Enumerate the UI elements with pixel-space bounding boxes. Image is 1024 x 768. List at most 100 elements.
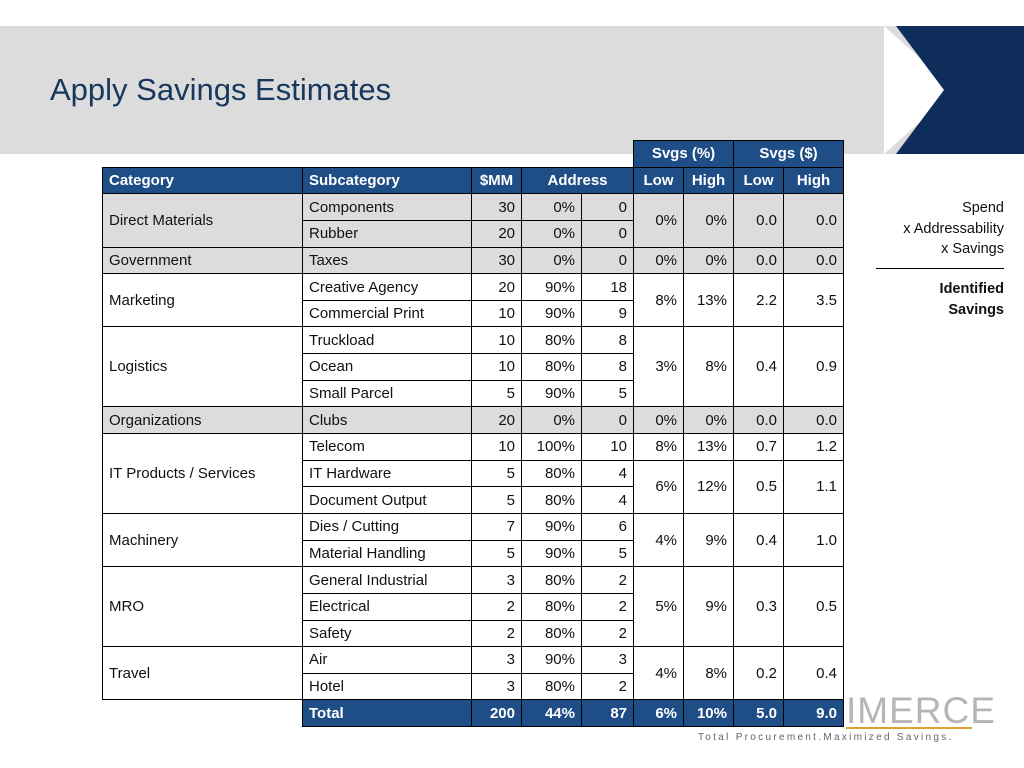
pct-high-cell: 0% (683, 193, 734, 248)
company-logo: IMERCE (846, 690, 996, 731)
mm-cell: 3 (471, 672, 522, 701)
subcategory-header: Subcategory (302, 166, 472, 195)
address-pct-cell: 0% (521, 193, 582, 221)
pct-low-cell: 8% (633, 433, 684, 461)
mm-cell: 5 (471, 486, 522, 514)
address-pct-cell: 0% (521, 246, 582, 275)
subcategory-cell: Components (302, 193, 472, 221)
mm-cell: 10 (471, 326, 522, 355)
address-val-cell: 0 (581, 246, 634, 275)
subcategory-cell: Material Handling (302, 539, 472, 568)
table-row: Machinery Dies / Cutting 7 90% 6 4% 9% 0.4 1.0 (102, 512, 844, 568)
pct-high-cell: 0% (683, 406, 734, 435)
logo-underline (846, 727, 972, 729)
dollar-low-cell: 0.5 (733, 459, 784, 514)
mm-cell: 30 (471, 193, 522, 221)
subcategory-cell: Document Output (302, 486, 472, 514)
pct-low-cell: 4% (633, 512, 684, 568)
pct-low-cell: 4% (633, 646, 684, 701)
address-pct-cell: 0% (521, 406, 582, 435)
subcategory-cell: IT Hardware (302, 459, 472, 488)
address-val-cell: 3 (581, 646, 634, 674)
category-cell: Machinery (102, 512, 303, 568)
formula-result: Identified Savings (868, 279, 1004, 320)
address-pct-cell: 90% (521, 299, 582, 328)
address-val-cell: 4 (581, 486, 634, 514)
dollar-high-cell: 0.0 (783, 193, 844, 248)
category-cell: Direct Materials (102, 193, 303, 248)
address-pct-cell: 90% (521, 379, 582, 408)
mm-cell: 20 (471, 273, 522, 301)
table-row: Logistics Truckload 10 80% 8 3% 8% 0.4 0.9 (102, 326, 844, 408)
pct-high-cell: 9% (683, 512, 734, 568)
subcategory-cell: Taxes (302, 246, 472, 275)
mm-cell: 5 (471, 379, 522, 408)
pct-low-header: Low (633, 166, 684, 195)
table-row: Hotel 3 80% 2 (103, 672, 844, 701)
pct-high-cell: 12% (683, 459, 734, 514)
address-val-cell: 18 (581, 273, 634, 301)
pct-high-header: High (683, 166, 734, 195)
page-title: Apply Savings Estimates (50, 72, 392, 107)
category-cell: Government (102, 246, 303, 275)
dollar-low-header: Low (733, 166, 784, 195)
table-row: IT Products / Services Telecom 10 100% 10 8% 1… (102, 433, 844, 514)
mm-cell: 2 (471, 592, 522, 621)
address-val-cell: 8 (581, 326, 634, 355)
address-val-cell: 5 (581, 539, 634, 568)
formula-line: x Savings (941, 241, 1004, 257)
subcategory-cell: Ocean (302, 353, 472, 381)
dollar-high-cell: 1.1 (783, 459, 844, 514)
pct-high-cell: 13% (683, 273, 734, 328)
pct-low-cell: 6% (633, 459, 684, 514)
address-val-cell: 2 (581, 592, 634, 621)
subcategory-cell: Hotel (302, 672, 472, 701)
mm-cell: 30 (471, 246, 522, 275)
dollar-high-cell: 1.0 (783, 512, 844, 568)
mm-cell: 3 (471, 566, 522, 594)
table-row: IT Hardware 5 80% 4 6% 12% 0.5 1.1 (103, 459, 844, 514)
blank-cell (103, 700, 303, 727)
svgs-pct-header: Svgs (%) (633, 140, 734, 168)
pct-high-cell: 0% (683, 246, 734, 275)
mm-cell: 5 (471, 459, 522, 488)
table-row: Travel Air 3 90% 3 4% 8% 0.2 0.4 (102, 646, 844, 701)
subcategory-cell: General Industrial (302, 566, 472, 594)
address-pct-cell: 90% (521, 646, 582, 674)
savings-table: Svgs (%) Svgs ($) Category Subcategory $… (102, 140, 844, 728)
dollar-low-cell: 0.3 (733, 566, 784, 648)
dollar-low-cell: 0.7 (733, 433, 784, 461)
address-header: Address (521, 166, 634, 195)
address-pct-cell: 100% (521, 433, 582, 461)
mm-cell: 10 (471, 353, 522, 381)
address-pct-cell: 80% (521, 619, 582, 648)
formula-note: Spend x Addressability x Savings (868, 198, 1004, 260)
dollar-high-cell: 0.0 (783, 246, 844, 275)
pct-high-cell: 8% (683, 326, 734, 408)
subcategory-cell: Clubs (302, 406, 472, 435)
address-pct-cell: 80% (521, 592, 582, 621)
dollar-low-cell: 0.4 (733, 326, 784, 408)
table-row: Document Output 5 80% 4 (103, 486, 844, 514)
column-header-row: Category Subcategory $MM Address Low Hig… (102, 166, 844, 195)
total-dollar-low: 5.0 (733, 699, 784, 728)
address-val-cell: 9 (581, 299, 634, 328)
total-pct-high: 10% (683, 699, 734, 728)
table-row: Government Taxes 30 0% 0 0% 0% 0.0 0.0 (102, 246, 844, 275)
subcategory-cell: Commercial Print (302, 299, 472, 328)
subcategory-cell: Creative Agency (302, 273, 472, 301)
formula-line: Spend (962, 200, 1004, 216)
table-row: Rubber 20 0% 0 (103, 219, 844, 248)
address-pct-cell: 80% (521, 486, 582, 514)
address-val-cell: 5 (581, 379, 634, 408)
table-row: Direct Materials Components 30 0% 0 0% 0% 0.0 0.… (102, 193, 844, 248)
address-val-cell: 10 (581, 433, 634, 461)
total-mm: 200 (471, 699, 522, 728)
dollar-high-header: High (783, 166, 844, 195)
address-pct-cell: 80% (521, 353, 582, 381)
address-pct-cell: 90% (521, 539, 582, 568)
address-val-cell: 2 (581, 672, 634, 701)
address-pct-cell: 80% (521, 326, 582, 355)
blank-cell (103, 141, 634, 168)
logo-tagline: Total Procurement.Maximized Savings. (698, 732, 954, 743)
